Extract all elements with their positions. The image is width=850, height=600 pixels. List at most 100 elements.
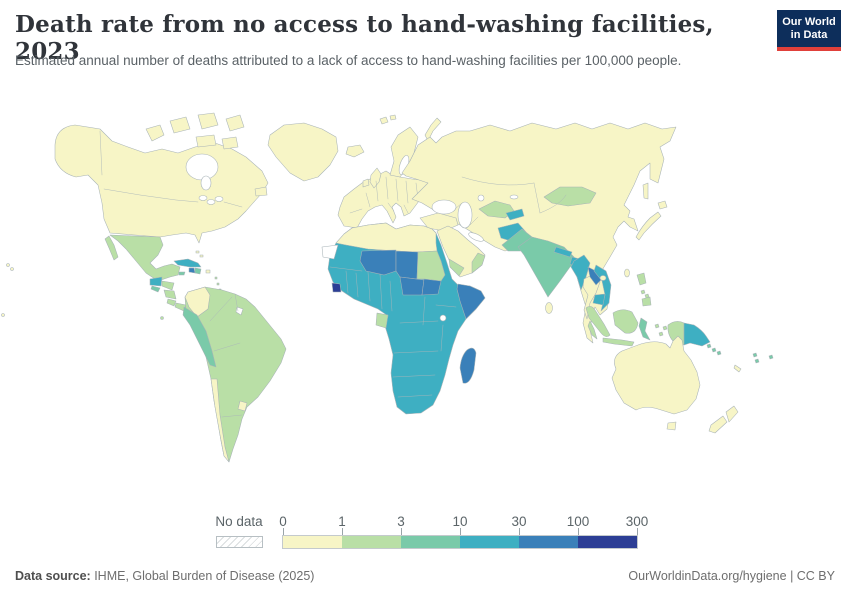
legend-bin-0-1[interactable] — [283, 536, 342, 548]
data-source-label: Data source: — [15, 569, 91, 583]
island-puerto-rico[interactable] — [205, 269, 211, 274]
baja-california[interactable] — [104, 235, 119, 261]
legend-tick-label: 30 — [511, 514, 527, 529]
country-mexico[interactable] — [109, 234, 181, 282]
country-south-sudan[interactable] — [421, 278, 442, 296]
country-uk[interactable] — [369, 167, 382, 189]
country-haiti[interactable] — [188, 267, 196, 274]
country-chile[interactable] — [210, 378, 230, 463]
country-fiji — [768, 354, 774, 360]
nz-north-island[interactable] — [725, 405, 739, 423]
legend-bin-1-3[interactable] — [342, 536, 401, 548]
lake-victoria — [439, 314, 447, 322]
region-central-america[interactable] — [104, 234, 225, 312]
africa-north[interactable] — [335, 222, 438, 253]
island-galapagos — [160, 316, 164, 320]
chart-subtitle: Estimated annual number of deaths attrib… — [15, 53, 682, 68]
country-nicaragua[interactable] — [163, 289, 177, 300]
country-oman[interactable] — [471, 252, 486, 274]
region-southeast-asia-islands[interactable] — [585, 272, 774, 373]
country-niger[interactable] — [359, 249, 397, 276]
license-link[interactable]: OurWorldinData.org/hygiene | CC BY — [628, 569, 835, 583]
legend-bin-3-10[interactable] — [401, 536, 460, 548]
country-ireland[interactable] — [362, 178, 370, 188]
country-iceland[interactable] — [345, 144, 365, 158]
country-tajikistan-kyrgyzstan[interactable] — [505, 208, 525, 221]
country-guatemala[interactable] — [149, 276, 163, 287]
arctic-island[interactable] — [145, 124, 165, 142]
country-somalia[interactable] — [456, 283, 486, 320]
region-oceania[interactable] — [611, 335, 739, 434]
country-sierra-leone[interactable] — [331, 282, 342, 293]
legend-no-data-swatch[interactable] — [216, 536, 263, 548]
arctic-island[interactable] — [197, 112, 219, 130]
island-sulawesi[interactable] — [638, 317, 651, 341]
black-sea — [431, 199, 457, 215]
country-sri-lanka[interactable] — [545, 302, 553, 314]
country-madagascar[interactable] — [459, 347, 477, 384]
hudson-bay — [185, 153, 219, 181]
country-yemen[interactable] — [448, 258, 465, 277]
country-vietnam[interactable] — [593, 264, 612, 312]
island-taiwan[interactable] — [624, 268, 630, 278]
country-japan[interactable] — [635, 211, 662, 241]
country-colombia[interactable] — [184, 286, 211, 318]
legend-bin-100-300[interactable] — [578, 536, 637, 548]
island-java[interactable] — [602, 337, 635, 347]
country-honduras[interactable] — [161, 280, 175, 291]
country-mongolia[interactable] — [543, 186, 597, 207]
country-peru-ecuador[interactable] — [182, 306, 217, 368]
owid-logo-line2: in Data — [790, 29, 828, 41]
country-gabon[interactable] — [375, 312, 389, 329]
region-africa[interactable] — [321, 222, 486, 415]
country-el-salvador[interactable] — [150, 285, 161, 293]
legend-tick-label: 10 — [452, 514, 468, 529]
arctic-island[interactable] — [195, 134, 217, 148]
country-costa-rica[interactable] — [166, 298, 177, 307]
borders-africa — [329, 266, 457, 398]
nz-south-island[interactable] — [708, 415, 728, 434]
japan-hokkaido[interactable] — [657, 200, 668, 210]
james-bay — [200, 175, 212, 191]
region-east-asia-islands[interactable] — [599, 200, 668, 281]
island-tasmania[interactable] — [666, 421, 677, 431]
country-jamaica[interactable] — [178, 271, 186, 276]
country-dominican-republic[interactable] — [194, 267, 202, 275]
legend-bin-30-100[interactable] — [519, 536, 578, 548]
island-borneo[interactable] — [612, 309, 639, 334]
arctic-island[interactable] — [225, 114, 245, 132]
legend-color-scale — [282, 535, 638, 549]
legend-tick-label: 300 — [625, 514, 649, 529]
data-source-text: IHME, Global Burden of Disease (2025) — [90, 569, 315, 583]
island-sumatra[interactable] — [585, 306, 611, 337]
arctic-island[interactable] — [169, 116, 191, 134]
country-uruguay[interactable] — [237, 400, 248, 412]
island-svalbard — [379, 114, 397, 125]
legend-bin-10-30[interactable] — [460, 536, 519, 548]
island-newfoundland[interactable] — [254, 186, 268, 197]
country-nepal[interactable] — [553, 246, 573, 258]
region-north-america[interactable] — [54, 112, 339, 244]
malay-peninsula[interactable] — [587, 320, 598, 340]
philippines-mindanao[interactable] — [641, 296, 652, 307]
country-cuba[interactable] — [173, 258, 202, 268]
region-south-america[interactable] — [160, 286, 287, 463]
owid-logo[interactable]: Our World in Data — [777, 10, 841, 51]
sakhalin-island — [642, 182, 649, 200]
borders-asia — [454, 176, 567, 226]
country-central-african-republic[interactable] — [399, 276, 425, 296]
country-usa-canada[interactable] — [54, 124, 269, 244]
data-source-note: Data source: IHME, Global Burden of Dise… — [15, 569, 314, 583]
country-australia[interactable] — [611, 335, 701, 415]
region-asia[interactable] — [401, 122, 677, 344]
territory-western-sahara[interactable] — [321, 244, 339, 260]
philippines-luzon[interactable] — [636, 272, 647, 286]
country-papua-new-guinea[interactable] — [683, 322, 711, 347]
country-chad[interactable] — [395, 250, 419, 280]
region-europe[interactable] — [337, 114, 453, 229]
arctic-island[interactable] — [221, 136, 239, 150]
country-greenland[interactable] — [267, 122, 339, 182]
country-cambodia[interactable] — [592, 293, 606, 306]
legend-tick-label: 100 — [566, 514, 590, 529]
